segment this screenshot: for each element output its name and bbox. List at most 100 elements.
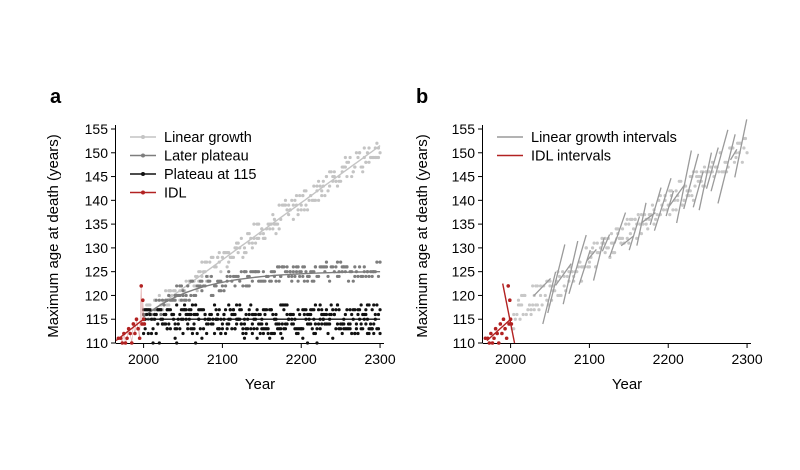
data-point xyxy=(239,236,243,240)
data-point xyxy=(225,274,229,279)
data-point xyxy=(296,213,300,217)
data-point xyxy=(620,227,625,231)
data-point xyxy=(545,298,549,302)
data-point xyxy=(504,336,509,341)
data-point xyxy=(345,174,349,179)
legend-label: IDL intervals xyxy=(531,149,611,165)
data-point xyxy=(173,336,177,340)
data-point xyxy=(255,336,259,340)
data-point xyxy=(339,179,343,183)
interval-line xyxy=(636,202,647,246)
data-point xyxy=(294,193,299,198)
data-point xyxy=(173,322,177,326)
data-point xyxy=(339,327,343,331)
data-point xyxy=(241,331,245,336)
y-tick-label: 110 xyxy=(86,335,109,351)
data-point xyxy=(559,293,563,298)
data-point xyxy=(190,331,195,336)
data-point xyxy=(277,227,281,231)
data-point xyxy=(148,308,152,312)
interval-line xyxy=(555,263,572,286)
data-point xyxy=(189,308,193,312)
data-point xyxy=(364,322,368,326)
data-point xyxy=(531,303,535,307)
data-point xyxy=(176,322,180,326)
data-point xyxy=(312,279,316,283)
data-point xyxy=(320,189,324,193)
data-point xyxy=(524,312,528,317)
data-point xyxy=(212,331,217,336)
data-point xyxy=(313,303,318,307)
interval-line xyxy=(734,119,748,178)
data-point xyxy=(702,165,707,169)
data-point xyxy=(205,331,209,336)
data-point xyxy=(307,198,311,202)
data-point xyxy=(290,279,294,283)
data-point xyxy=(561,270,565,274)
data-point xyxy=(367,331,371,336)
data-point xyxy=(350,312,354,317)
y-tick-label: 120 xyxy=(452,287,476,303)
data-point xyxy=(490,341,495,345)
data-point xyxy=(537,308,541,312)
data-point xyxy=(230,327,234,331)
data-point xyxy=(285,312,289,317)
data-point xyxy=(283,198,288,202)
data-point xyxy=(274,232,278,236)
data-point xyxy=(529,312,533,317)
data-point xyxy=(301,274,305,279)
data-point xyxy=(157,298,161,302)
data-point xyxy=(249,327,253,331)
data-point xyxy=(688,189,692,193)
data-point xyxy=(282,308,286,312)
data-point xyxy=(353,274,357,279)
data-point xyxy=(274,312,278,317)
data-point xyxy=(639,213,644,217)
data-point xyxy=(179,284,184,288)
data-point xyxy=(266,331,270,336)
data-point xyxy=(241,284,245,288)
data-point xyxy=(343,165,347,169)
data-point xyxy=(257,270,261,274)
data-point xyxy=(194,293,198,298)
data-point xyxy=(313,322,318,326)
data-point xyxy=(698,174,702,179)
data-point xyxy=(157,293,161,298)
data-point xyxy=(228,308,232,312)
data-point xyxy=(535,303,539,307)
legend-swatch-marker xyxy=(141,153,145,158)
data-point xyxy=(142,322,147,326)
data-point xyxy=(301,327,305,331)
data-point xyxy=(233,284,237,288)
interval-line xyxy=(692,171,704,208)
data-point xyxy=(316,198,321,202)
data-point xyxy=(159,308,163,312)
data-point xyxy=(335,303,340,307)
x-tick-label: 2300 xyxy=(364,351,395,367)
data-point xyxy=(501,317,506,322)
data-point xyxy=(151,327,155,331)
data-point xyxy=(324,312,329,317)
data-point xyxy=(233,327,237,331)
data-point xyxy=(244,331,248,336)
data-point xyxy=(654,217,658,221)
data-point xyxy=(496,341,501,345)
data-point xyxy=(198,270,202,274)
data-point xyxy=(247,284,251,288)
data-point xyxy=(198,284,202,288)
data-point xyxy=(592,241,596,245)
data-point xyxy=(348,155,352,160)
data-point xyxy=(195,289,199,293)
data-point xyxy=(521,312,525,317)
y-tick-label: 130 xyxy=(452,240,476,256)
data-point xyxy=(690,193,694,198)
data-point xyxy=(239,322,243,326)
data-point xyxy=(515,312,519,317)
data-point xyxy=(646,227,650,231)
data-point xyxy=(168,308,172,312)
data-point xyxy=(316,179,321,183)
data-point xyxy=(244,312,248,317)
data-point xyxy=(606,246,610,250)
data-point xyxy=(178,327,182,331)
data-point xyxy=(343,155,347,160)
